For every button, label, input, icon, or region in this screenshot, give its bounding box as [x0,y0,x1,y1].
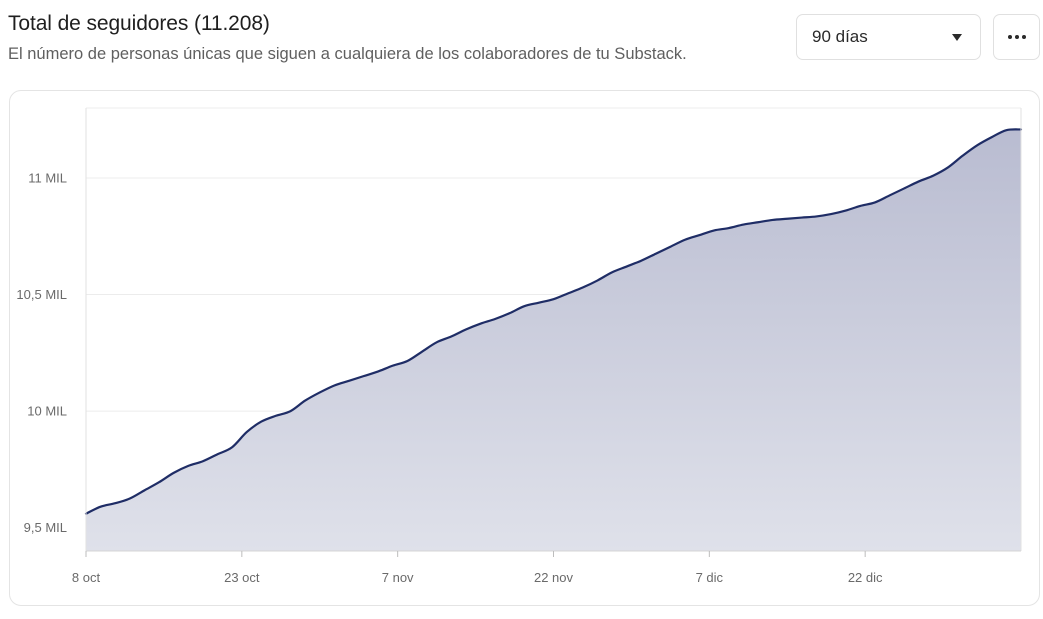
x-tick-label: 22 dic [848,570,883,585]
y-tick-label: 10 MIL [27,404,67,419]
series-area [86,129,1021,552]
y-tick-label: 10,5 MIL [16,287,67,302]
x-tick-label: 7 dic [696,570,724,585]
x-tick-label: 7 nov [382,570,414,585]
y-tick-label: 9,5 MIL [24,520,67,535]
y-tick-label: 11 MIL [28,170,67,185]
series-line [84,128,1023,515]
chart-title: Total de seguidores (11.208) [8,12,270,35]
tick-labels: 9,5 MIL 10 MIL 10,5 MIL 11 MIL 8 oct 23 oct 7 … [16,170,883,585]
axes [85,108,1022,557]
x-tick-label: 23 oct [224,570,260,585]
more-options-button[interactable] [993,14,1040,60]
range-select-label: 90 días [812,27,868,46]
x-tick-label: 22 nov [534,570,574,585]
x-tick-label: 8 oct [72,570,101,585]
chevron-down-icon [952,33,962,41]
more-horizontal-icon [1006,35,1027,39]
chart-subtitle: El número de personas únicas que siguen … [8,45,687,63]
range-select[interactable]: 90 días [796,14,981,60]
